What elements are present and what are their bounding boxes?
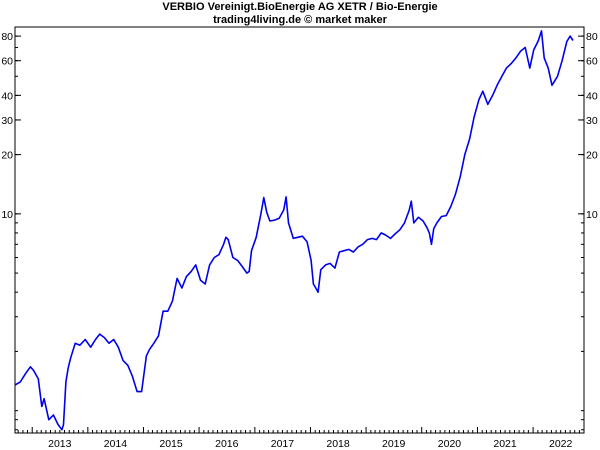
x-tick-label: 2020 <box>438 438 462 450</box>
x-tick-label: 2022 <box>549 438 573 450</box>
y-tick-label-right: 30 <box>586 115 598 127</box>
x-tick-label: 2015 <box>159 438 183 450</box>
y-tick-label-left: 80 <box>1 31 13 43</box>
y-tick-label-right: 10 <box>586 209 598 221</box>
x-tick-label: 2013 <box>48 438 72 450</box>
y-tick-label-left: 20 <box>1 150 13 162</box>
y-tick-label-right: 80 <box>586 31 598 43</box>
y-tick-label-right: 20 <box>586 150 598 162</box>
x-tick-label: 2018 <box>326 438 350 450</box>
y-tick-label-left: 60 <box>1 56 13 68</box>
price-line <box>14 30 574 431</box>
x-tick-label: 2017 <box>271 438 295 450</box>
y-tick-label-right: 60 <box>586 56 598 68</box>
x-tick-label: 2016 <box>215 438 239 450</box>
y-tick-label-right: 40 <box>586 90 598 102</box>
y-tick-label-left: 30 <box>1 115 13 127</box>
x-tick-label: 2019 <box>382 438 406 450</box>
x-tick-label: 2014 <box>104 438 128 450</box>
plot-frame <box>14 26 585 434</box>
y-tick-label-left: 10 <box>1 209 13 221</box>
chart-title: VERBIO Vereinigt.BioEnergie AG XETR / Bi… <box>162 1 438 13</box>
y-tick-label-left: 40 <box>1 90 13 102</box>
chart-subtitle: trading4living.de © market maker <box>213 14 387 26</box>
x-tick-label: 2021 <box>493 438 517 450</box>
